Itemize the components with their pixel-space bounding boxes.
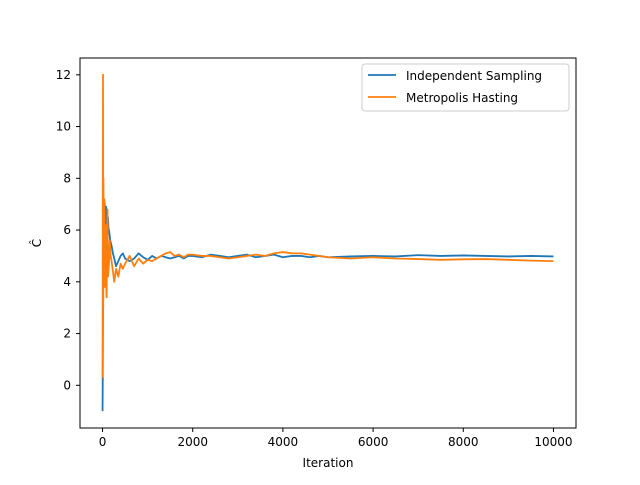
y-tick-label: 12 (56, 68, 71, 82)
x-tick-label: 6000 (358, 435, 389, 449)
x-tick-label: 2000 (177, 435, 208, 449)
x-tick-label: 0 (99, 435, 107, 449)
series-layer (101, 73, 554, 412)
x-axis-ticks: 0 2000 4000 6000 8000 10000 (99, 428, 573, 449)
y-tick-label: 0 (63, 378, 71, 392)
y-axis-ticks: 0 2 4 6 8 10 12 (56, 68, 80, 392)
legend: Independent Sampling Metropolis Hasting (361, 63, 570, 112)
y-axis-label: Ĉ (29, 239, 44, 247)
x-tick-label: 10000 (534, 435, 572, 449)
x-tick-label: 4000 (268, 435, 299, 449)
y-tick-label: 10 (56, 120, 71, 134)
y-tick-label: 2 (63, 327, 71, 341)
legend-label-independent-sampling: Independent Sampling (406, 69, 542, 83)
x-tick-label: 8000 (448, 435, 479, 449)
y-tick-label: 4 (63, 275, 71, 289)
x-axis-label: Iteration (303, 456, 354, 470)
legend-box (361, 63, 570, 112)
y-tick-label: 8 (63, 171, 71, 185)
legend-label-metropolis-hasting: Metropolis Hasting (406, 91, 518, 105)
axes-frame (79, 57, 577, 429)
series-line-metropolis-hasting (101, 73, 554, 378)
y-tick-label: 6 (63, 223, 71, 237)
